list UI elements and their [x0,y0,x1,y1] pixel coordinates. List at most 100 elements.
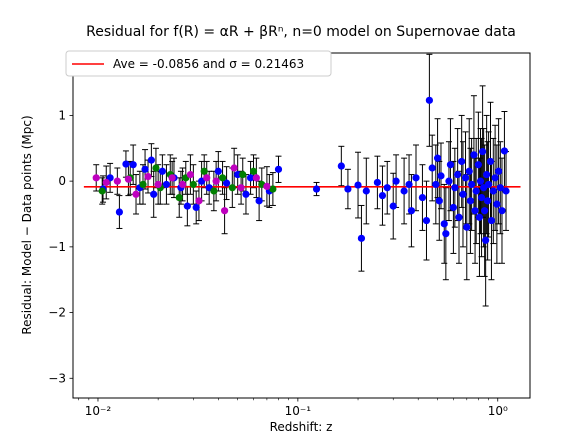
data-point-blue [192,203,200,212]
data-point-magenta [220,207,229,215]
y-tick-label: −2 [48,306,66,320]
data-point-blue [147,156,155,164]
legend-label: Ave = -0.0856 and σ = 0.21463 [113,57,304,71]
data-point-blue [483,170,491,179]
data-point-blue [484,180,493,189]
data-point-magenta [195,197,203,205]
data-point-green [210,187,218,195]
data-point-blue [476,177,485,185]
data-point-blue [445,177,453,185]
data-point-blue [458,157,466,166]
data-point-magenta [113,177,121,185]
data-point-blue [418,193,427,202]
data-point-green [218,174,227,182]
data-point-magenta [212,177,220,185]
data-point-blue [451,184,459,192]
data-point-blue [150,190,158,198]
data-point-blue [479,147,487,156]
data-point-blue [472,187,480,195]
x-tick-label: 10⁻² [85,404,112,418]
data-point-blue [432,180,440,189]
data-point-blue [428,164,436,172]
data-point-blue [455,213,463,221]
data-point-blue [405,180,413,189]
y-tick-label: −1 [48,240,66,254]
data-point-blue [392,177,400,185]
data-point-blue [373,178,382,187]
data-point-blue [449,203,458,212]
data-point-blue [234,170,242,179]
data-point-blue [486,157,495,166]
data-point-blue [500,147,509,155]
data-point-magenta [252,174,260,182]
data-point-blue [362,187,370,195]
data-point-green [98,187,106,195]
data-point-blue [214,167,222,175]
data-point-blue [440,220,448,228]
y-tick-label: −3 [48,371,66,385]
data-point-green [249,167,258,175]
data-point-magenta [144,172,152,181]
data-point-green [139,180,147,189]
y-axis-ticks: 1 0 −1 −2 −3 [48,108,73,385]
data-point-blue [487,216,496,225]
data-point-blue [461,174,470,182]
data-point-blue [344,185,352,193]
point-layer [92,96,510,244]
legend: Ave = -0.0856 and σ = 0.21463 [65,50,332,77]
data-point-blue [471,207,479,215]
data-point-blue [357,234,366,242]
data-point-blue [425,96,433,104]
data-point-green [228,184,236,192]
data-point-blue [242,190,250,198]
data-point-blue [383,184,391,192]
data-point-blue [222,179,231,187]
data-point-magenta [237,184,245,192]
data-point-green [200,167,208,175]
data-point-magenta [92,174,100,182]
data-point-magenta [124,175,133,183]
data-point-blue [198,177,206,185]
data-point-blue [162,180,171,189]
y-axis-label: Residual: Model − Data points (Mpc) [20,115,34,334]
chart-title: Residual for f(R) = αR + βRⁿ, n=0 model … [86,24,516,40]
data-point-green [269,185,277,193]
data-point-blue [481,207,489,215]
data-point-blue [482,236,490,244]
data-point-blue [312,185,321,193]
data-point-blue [433,154,442,162]
data-point-blue [495,167,503,175]
x-axis-label: Redshift: z [270,420,333,434]
data-point-blue [412,174,420,182]
data-point-magenta [168,174,176,182]
data-point-blue [493,200,501,208]
data-point-blue [466,197,475,205]
data-point-blue [115,208,124,216]
data-point-blue [389,202,397,210]
data-point-blue [354,181,362,189]
data-point-magenta [132,190,140,198]
data-point-blue [477,193,486,202]
x-tick-label: 10⁰ [488,404,508,418]
data-point-blue [498,207,506,215]
data-point-blue [496,184,504,192]
data-point-blue [337,162,345,170]
data-point-blue [470,151,478,159]
data-point-blue [465,167,473,175]
data-point-blue [484,197,492,205]
data-point-magenta [154,180,162,189]
data-point-blue [422,216,431,225]
data-point-blue [454,170,462,179]
data-point-blue [435,197,443,205]
data-point-blue [122,160,130,168]
data-point-magenta [230,164,238,172]
data-point-blue [129,161,137,169]
data-point-blue [463,223,471,231]
data-point-blue [407,207,416,215]
data-point-blue [491,174,499,182]
data-point-blue [502,187,510,195]
data-point-blue [468,180,476,189]
data-point-magenta [186,170,195,179]
data-point-blue [400,187,408,195]
